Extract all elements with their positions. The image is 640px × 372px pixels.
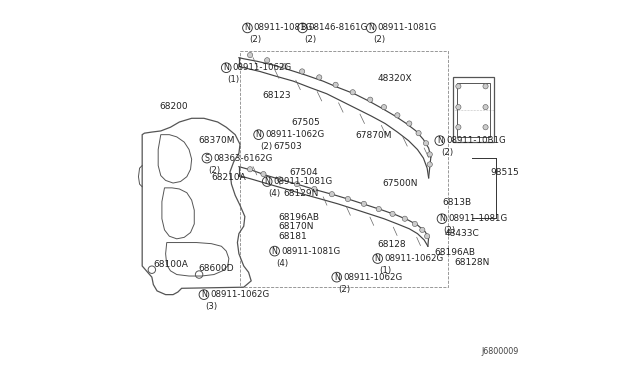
- Text: 67503: 67503: [273, 142, 302, 151]
- Text: J6800009: J6800009: [482, 347, 519, 356]
- Circle shape: [406, 121, 412, 126]
- Text: S: S: [204, 154, 209, 163]
- Text: (2): (2): [304, 35, 316, 44]
- Text: N: N: [244, 23, 250, 32]
- Circle shape: [390, 211, 395, 217]
- Text: (4): (4): [269, 189, 281, 198]
- Text: (1): (1): [379, 266, 391, 275]
- Text: 68600D: 68600D: [198, 264, 234, 273]
- Text: 08911-1081G-: 08911-1081G-: [254, 23, 316, 32]
- Circle shape: [483, 125, 488, 130]
- Circle shape: [312, 186, 317, 192]
- Text: 67505: 67505: [291, 118, 320, 126]
- Text: N: N: [264, 177, 270, 186]
- Text: B: B: [300, 23, 305, 32]
- Text: N: N: [375, 254, 381, 263]
- Circle shape: [483, 84, 488, 89]
- Circle shape: [277, 177, 282, 182]
- Text: 08911-1062G: 08911-1062G: [265, 130, 324, 139]
- Circle shape: [456, 105, 461, 110]
- Text: 68100A: 68100A: [154, 260, 188, 269]
- Text: 6813B: 6813B: [442, 198, 471, 207]
- Text: N: N: [201, 290, 207, 299]
- Text: 08911-1062G: 08911-1062G: [343, 273, 403, 282]
- Circle shape: [282, 64, 287, 69]
- Text: N: N: [437, 136, 443, 145]
- Text: N: N: [271, 247, 278, 256]
- Text: 08911-1062G: 08911-1062G: [232, 63, 292, 72]
- Circle shape: [264, 58, 270, 63]
- Circle shape: [420, 227, 425, 232]
- Text: 48433C: 48433C: [445, 229, 479, 238]
- Text: N: N: [369, 23, 374, 32]
- Circle shape: [261, 171, 266, 177]
- Circle shape: [362, 201, 367, 206]
- Text: (2): (2): [441, 148, 453, 157]
- Circle shape: [294, 182, 300, 187]
- Text: (2): (2): [249, 35, 261, 44]
- Text: (2): (2): [373, 35, 385, 44]
- Circle shape: [248, 167, 253, 172]
- Text: 68370M: 68370M: [198, 136, 234, 145]
- Text: 68210A: 68210A: [211, 173, 246, 182]
- Text: (1): (1): [228, 75, 240, 84]
- Text: 68196AB: 68196AB: [278, 213, 319, 222]
- Text: 08911-1081G: 08911-1081G: [273, 177, 333, 186]
- Circle shape: [416, 131, 421, 136]
- Text: N: N: [334, 273, 340, 282]
- Text: 98515: 98515: [490, 169, 519, 177]
- Circle shape: [317, 75, 322, 80]
- Text: 08363-6162G: 08363-6162G: [213, 154, 273, 163]
- Text: N: N: [256, 130, 262, 139]
- Text: 67500N: 67500N: [383, 179, 418, 187]
- Circle shape: [424, 234, 429, 239]
- Text: 08911-1081G: 08911-1081G: [449, 214, 508, 223]
- Text: 48320X: 48320X: [378, 74, 412, 83]
- Circle shape: [330, 192, 335, 197]
- Circle shape: [300, 69, 305, 74]
- Text: 68181: 68181: [278, 232, 307, 241]
- Text: (2): (2): [338, 285, 350, 294]
- Text: 08146-8161G: 08146-8161G: [309, 23, 368, 32]
- Text: 68196AB: 68196AB: [435, 248, 476, 257]
- Text: 68129N: 68129N: [284, 189, 319, 198]
- Text: N: N: [439, 214, 445, 223]
- Circle shape: [412, 221, 417, 227]
- Circle shape: [427, 162, 433, 167]
- Text: 08911-10B1G: 08911-10B1G: [446, 136, 506, 145]
- Circle shape: [333, 82, 338, 87]
- Circle shape: [350, 90, 355, 95]
- Text: 67504: 67504: [289, 169, 318, 177]
- Circle shape: [381, 105, 387, 110]
- Text: 08911-1081G: 08911-1081G: [378, 23, 437, 32]
- Text: 67870M: 67870M: [355, 131, 392, 140]
- Text: (2): (2): [444, 226, 456, 235]
- Circle shape: [424, 141, 429, 146]
- Circle shape: [376, 206, 381, 212]
- Circle shape: [456, 125, 461, 130]
- Text: 68170N: 68170N: [278, 222, 314, 231]
- Text: N: N: [223, 63, 229, 72]
- Circle shape: [367, 97, 373, 102]
- Circle shape: [395, 113, 400, 118]
- Circle shape: [427, 152, 433, 157]
- Text: 08911-1062G: 08911-1062G: [384, 254, 444, 263]
- Text: 08911-1062G: 08911-1062G: [211, 290, 269, 299]
- Text: (3): (3): [205, 302, 218, 311]
- Text: 68123: 68123: [262, 92, 291, 100]
- Text: (2): (2): [209, 166, 221, 174]
- Text: 68128N: 68128N: [454, 258, 490, 267]
- Circle shape: [483, 105, 488, 110]
- Text: 08911-1081G: 08911-1081G: [281, 247, 340, 256]
- Circle shape: [346, 196, 351, 202]
- Circle shape: [456, 84, 461, 89]
- Text: 68128: 68128: [378, 240, 406, 249]
- Text: (2): (2): [260, 142, 272, 151]
- Text: 68200: 68200: [159, 102, 188, 110]
- Circle shape: [402, 216, 408, 221]
- Circle shape: [248, 52, 253, 58]
- Text: (4): (4): [276, 259, 288, 267]
